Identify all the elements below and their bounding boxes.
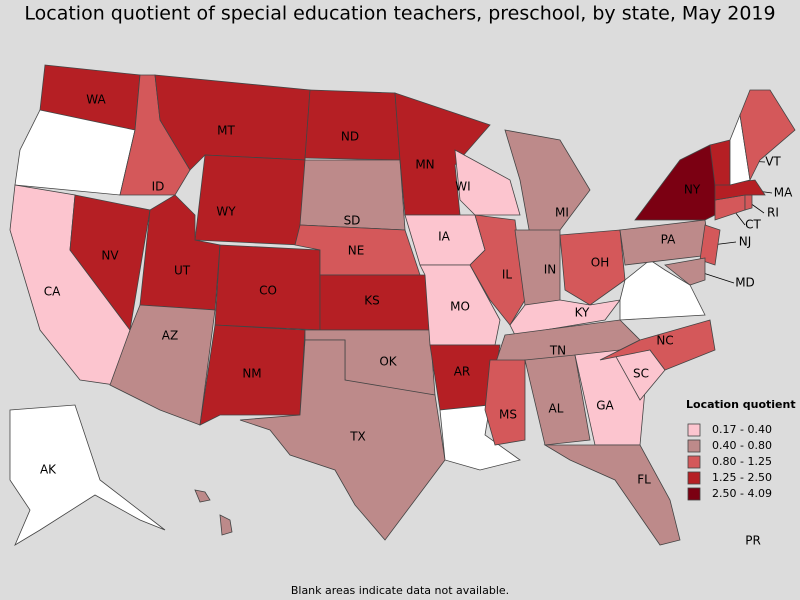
region-label: MT — [217, 124, 235, 138]
region-shape — [744, 194, 753, 211]
legend-label: 0.40 - 0.80 — [712, 439, 772, 452]
region-shape — [484, 359, 526, 446]
region-shape — [543, 444, 681, 546]
region-label: VT — [765, 155, 781, 169]
legend-swatch — [687, 487, 701, 501]
region-label: NJ — [739, 235, 752, 249]
legend-label: 2.50 - 4.09 — [712, 487, 772, 500]
region-shape — [14, 109, 136, 196]
region-label: WY — [216, 205, 236, 219]
region-label: AR — [454, 365, 471, 379]
region-label: IN — [544, 263, 557, 277]
region-label: ID — [152, 180, 165, 194]
region-label: KY — [575, 306, 590, 320]
region-label: AZ — [162, 329, 178, 343]
map-title: Location quotient of special education t… — [24, 3, 775, 25]
region-shape — [109, 304, 216, 426]
region-label: KS — [364, 294, 380, 308]
region-label: NE — [348, 244, 365, 258]
region-label: ND — [341, 130, 359, 144]
region-label: PR — [745, 534, 761, 548]
legend-label: 0.17 - 0.40 — [712, 423, 772, 436]
legend-label: 0.80 - 1.25 — [712, 455, 772, 468]
region-label: CO — [259, 284, 277, 298]
legend-swatch — [687, 423, 701, 437]
region-shape — [194, 489, 211, 503]
region-label: AK — [40, 463, 57, 477]
region-label: SD — [344, 214, 361, 228]
region-label: MI — [555, 206, 569, 220]
region-label: PA — [661, 233, 676, 247]
region-label: MS — [499, 408, 517, 422]
region-label: FL — [637, 473, 651, 487]
region-label: WA — [86, 93, 106, 107]
region-label: OH — [591, 256, 609, 270]
region-label: CA — [44, 285, 61, 299]
region-shape — [664, 257, 706, 286]
region-label: OK — [379, 355, 397, 369]
legend-label: 1.25 - 2.50 — [712, 471, 772, 484]
region-shape — [524, 354, 591, 446]
region-label: NC — [656, 334, 673, 348]
region-shape — [619, 259, 706, 321]
legend-swatch — [687, 455, 701, 469]
region-label: SC — [633, 367, 649, 381]
footnote: Blank areas indicate data not available. — [291, 584, 509, 597]
region-shape — [739, 89, 796, 182]
region-shape — [219, 514, 233, 536]
legend-title: Location quotient — [686, 398, 796, 411]
region-label: TN — [549, 344, 566, 358]
legend-swatch — [687, 439, 701, 453]
region-label: NV — [101, 249, 119, 263]
region-shape — [9, 404, 166, 546]
region-label: NM — [242, 367, 261, 381]
region-label: AL — [549, 402, 564, 416]
region-label: MN — [415, 158, 434, 172]
region-label: NY — [684, 183, 701, 197]
region-label: MO — [450, 300, 470, 314]
region-shape — [454, 149, 521, 216]
region-shape — [239, 339, 446, 541]
region-label: GA — [596, 399, 614, 413]
region-label: WI — [455, 180, 470, 194]
region-shape — [199, 324, 306, 426]
region-label: MA — [774, 186, 793, 200]
region-label: MD — [735, 276, 755, 290]
region-shape — [599, 319, 716, 371]
region-label: CT — [745, 218, 761, 232]
region-label: IA — [438, 230, 451, 244]
region-shape — [699, 224, 721, 266]
region-shape — [559, 229, 626, 306]
region-label: UT — [174, 264, 191, 278]
region-label: RI — [767, 206, 779, 220]
region-shape — [304, 89, 401, 161]
region-shape — [194, 154, 306, 246]
legend-swatch — [687, 471, 701, 485]
region-label: TX — [349, 430, 366, 444]
region-label: IL — [502, 268, 513, 282]
